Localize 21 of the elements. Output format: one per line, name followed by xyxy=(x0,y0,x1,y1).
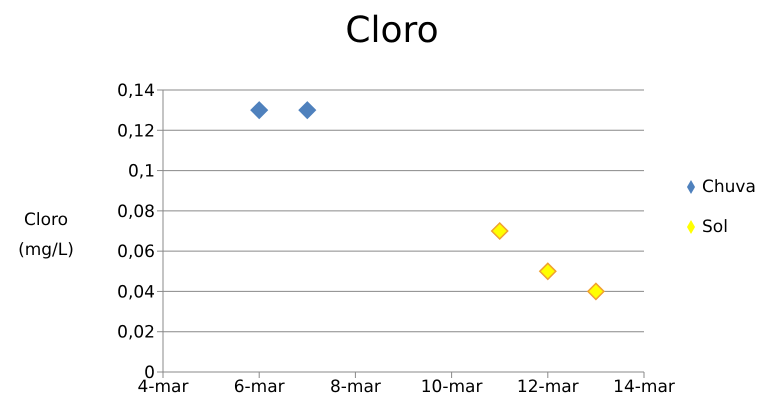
point xyxy=(250,101,268,119)
y-tick-label: 0,02 xyxy=(117,322,155,343)
y-tick-label: 0,12 xyxy=(117,121,155,142)
x-tick-label: 14-mar xyxy=(613,377,675,398)
y-axis-title: Cloro (mg/L) xyxy=(17,209,75,262)
y-tick-label: 0,04 xyxy=(117,282,155,302)
point xyxy=(587,282,605,300)
legend-label: Chuva xyxy=(702,177,756,197)
x-tick-label: 12-mar xyxy=(516,377,579,398)
chart-title: Cloro xyxy=(344,10,440,51)
x-tick-label: 10-mar xyxy=(420,377,482,398)
y-tick-label: 0,14 xyxy=(117,81,155,102)
point xyxy=(490,222,508,240)
point xyxy=(298,101,316,119)
point xyxy=(539,262,557,280)
y-tick-label: 0,1 xyxy=(128,162,155,182)
y-tick-label: 0,06 xyxy=(117,242,155,262)
x-tick-label: 8-mar xyxy=(330,377,381,398)
y-tick-label: 0,08 xyxy=(117,202,155,222)
legend-label: Sol xyxy=(702,217,728,237)
x-tick-label: 6-mar xyxy=(234,377,285,398)
